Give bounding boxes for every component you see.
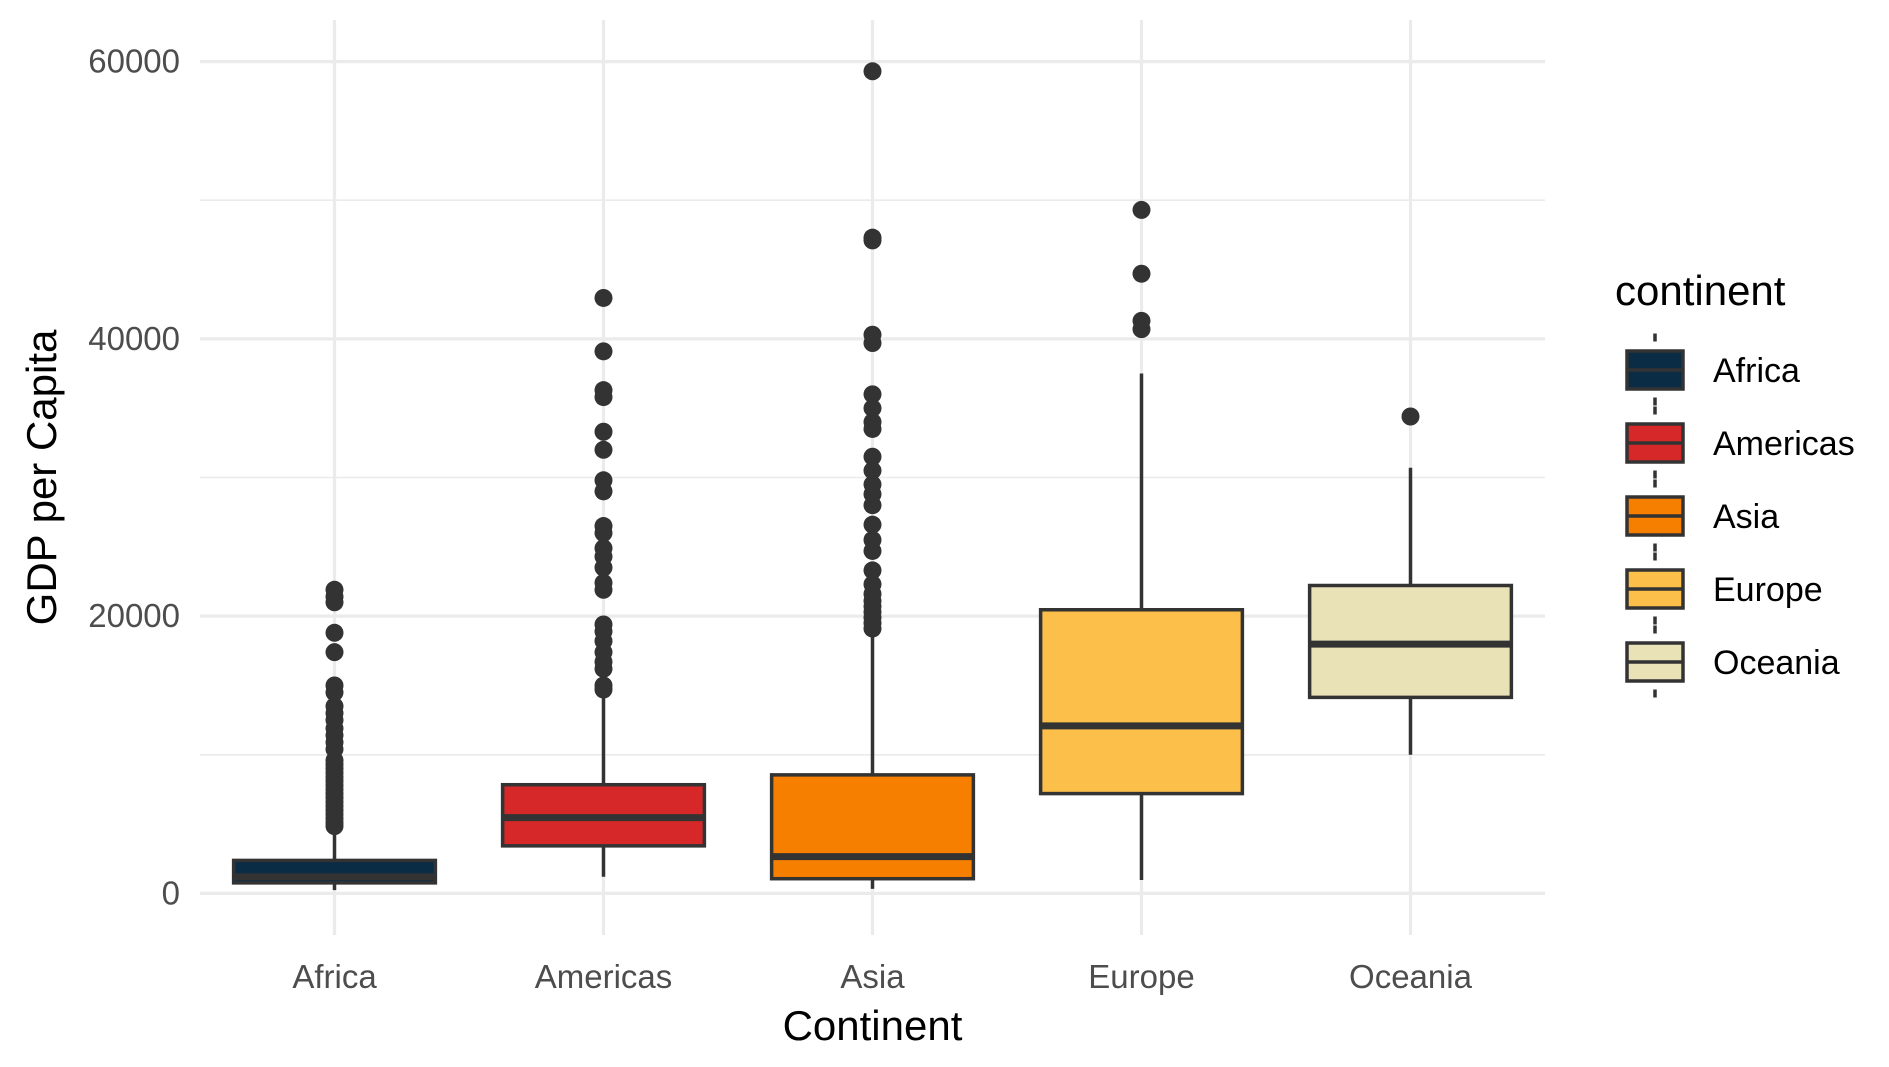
axes: 0 20000 40000 60000 Africa Americas Asia Europe…	[88, 43, 1472, 995]
outlier-point	[863, 62, 882, 81]
outlier-point	[1401, 407, 1420, 426]
outlier-point	[863, 475, 882, 494]
legend-label: Africa	[1713, 352, 1800, 390]
outlier-point	[594, 615, 613, 634]
box-iqr	[769, 773, 976, 881]
outlier-point	[863, 228, 882, 247]
outlier-point	[863, 399, 882, 418]
legend-item-oceania: Oceania	[1625, 625, 1840, 699]
outlier-point	[594, 539, 613, 558]
legend-title: continent	[1615, 267, 1786, 314]
box-oceania	[1307, 407, 1514, 755]
x-tick-label: Europe	[1088, 958, 1194, 995]
outlier-point	[863, 515, 882, 534]
x-tick-label: Africa	[292, 958, 377, 995]
outlier-point	[863, 325, 882, 344]
outlier-point	[594, 517, 613, 536]
outlier-point	[863, 575, 882, 594]
outlier-point	[1132, 311, 1151, 330]
outlier-point	[325, 643, 344, 662]
outlier-point	[1132, 200, 1151, 219]
outlier-point	[863, 561, 882, 580]
x-tick-label: Americas	[535, 958, 673, 995]
outlier-point	[594, 471, 613, 490]
y-tick-label: 20000	[88, 597, 180, 634]
legend-item-europe: Europe	[1625, 552, 1823, 626]
box-europe	[1038, 200, 1245, 880]
outlier-point	[863, 461, 882, 480]
outlier-point	[594, 342, 613, 361]
box-americas	[500, 288, 707, 877]
legend-label: Asia	[1713, 498, 1779, 536]
y-tick-label: 40000	[88, 320, 180, 357]
outlier-point	[325, 580, 344, 599]
box-iqr	[1038, 608, 1245, 796]
legend-label: Oceania	[1713, 644, 1840, 682]
legend-item-africa: Africa	[1625, 333, 1800, 407]
boxes	[231, 62, 1514, 891]
legend-item-asia: Asia	[1625, 479, 1779, 553]
legend: continent Africa Americas Asia Europe Oceani…	[1615, 267, 1855, 699]
legend-label: Europe	[1713, 571, 1823, 609]
outlier-point	[863, 530, 882, 549]
outlier-point	[863, 447, 882, 466]
y-tick-label: 0	[162, 874, 180, 911]
outlier-point	[594, 676, 613, 695]
outlier-point	[325, 623, 344, 642]
outlier-point	[325, 676, 344, 695]
box-africa	[231, 580, 438, 891]
x-tick-label: Asia	[840, 958, 905, 995]
outlier-point	[863, 385, 882, 404]
outlier-point	[863, 413, 882, 432]
outlier-point	[594, 422, 613, 441]
x-tick-label: Oceania	[1349, 958, 1473, 995]
outlier-point	[1132, 264, 1151, 283]
y-axis-title: GDP per Capita	[18, 329, 65, 625]
outlier-point	[594, 381, 613, 400]
outlier-point	[594, 440, 613, 459]
outlier-point	[594, 288, 613, 307]
box-asia	[769, 62, 976, 889]
outlier-point	[594, 573, 613, 592]
y-tick-label: 60000	[88, 43, 180, 80]
legend-item-americas: Americas	[1625, 406, 1855, 480]
x-axis-title: Continent	[783, 1002, 963, 1049]
legend-label: Americas	[1713, 425, 1855, 463]
outlier-point	[325, 697, 344, 716]
